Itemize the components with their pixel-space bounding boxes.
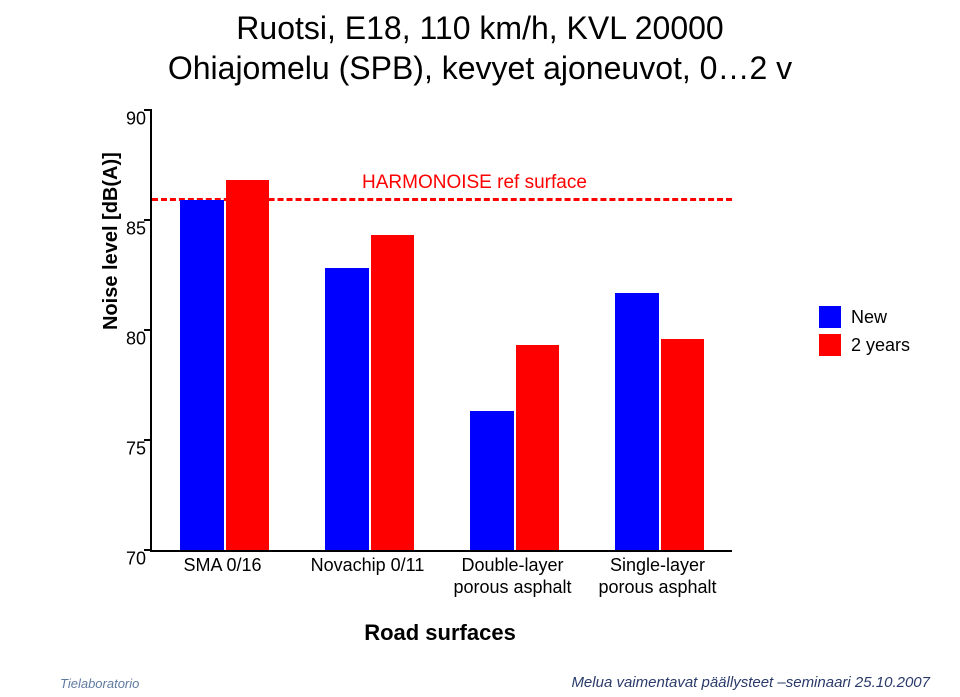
category-label: Double-layerporous asphalt bbox=[440, 555, 585, 598]
y-tick-mark bbox=[144, 109, 152, 111]
y-tick-mark bbox=[144, 549, 152, 551]
bar bbox=[615, 293, 659, 550]
title-line1: Ruotsi, E18, 110 km/h, KVL 20000 bbox=[40, 8, 920, 48]
footer-left: Tielaboratorio bbox=[60, 676, 139, 691]
legend-swatch-new bbox=[819, 306, 841, 328]
bar bbox=[325, 268, 369, 550]
bar bbox=[371, 235, 415, 550]
y-tick-mark bbox=[144, 329, 152, 331]
bar bbox=[226, 180, 270, 550]
bar-chart: Noise level [dB(A)] HARMONOISE ref surfa… bbox=[40, 100, 920, 660]
y-tick-label: 90 bbox=[102, 109, 146, 130]
bar bbox=[661, 339, 705, 550]
y-tick-label: 75 bbox=[102, 439, 146, 460]
y-tick-mark bbox=[144, 439, 152, 441]
x-axis-label: Road surfaces bbox=[150, 620, 730, 646]
title-line2: Ohiajomelu (SPB), kevyet ajoneuvot, 0…2 … bbox=[40, 48, 920, 88]
y-axis-label: Noise level [dB(A)] bbox=[100, 152, 123, 330]
legend: New 2 years bbox=[819, 300, 910, 362]
category-label: Single-layerporous asphalt bbox=[585, 555, 730, 598]
y-tick-mark bbox=[144, 219, 152, 221]
legend-item-2years: 2 years bbox=[819, 334, 910, 356]
bar bbox=[180, 200, 224, 550]
category-label: SMA 0/16 bbox=[150, 555, 295, 577]
legend-swatch-2years bbox=[819, 334, 841, 356]
plot-area: HARMONOISE ref surface 7075808590 bbox=[150, 110, 732, 552]
y-tick-label: 70 bbox=[102, 549, 146, 570]
y-tick-label: 85 bbox=[102, 219, 146, 240]
reference-label: HARMONOISE ref surface bbox=[362, 172, 587, 194]
footer-right: Melua vaimentavat päällysteet –seminaari… bbox=[571, 674, 930, 691]
slide-title: Ruotsi, E18, 110 km/h, KVL 20000 Ohiajom… bbox=[40, 8, 920, 88]
legend-item-new: New bbox=[819, 306, 910, 328]
y-tick-label: 80 bbox=[102, 329, 146, 350]
bar bbox=[470, 411, 514, 550]
legend-label-new: New bbox=[851, 307, 887, 328]
legend-label-2years: 2 years bbox=[851, 335, 910, 356]
category-label: Novachip 0/11 bbox=[295, 555, 440, 577]
bar bbox=[516, 345, 560, 550]
